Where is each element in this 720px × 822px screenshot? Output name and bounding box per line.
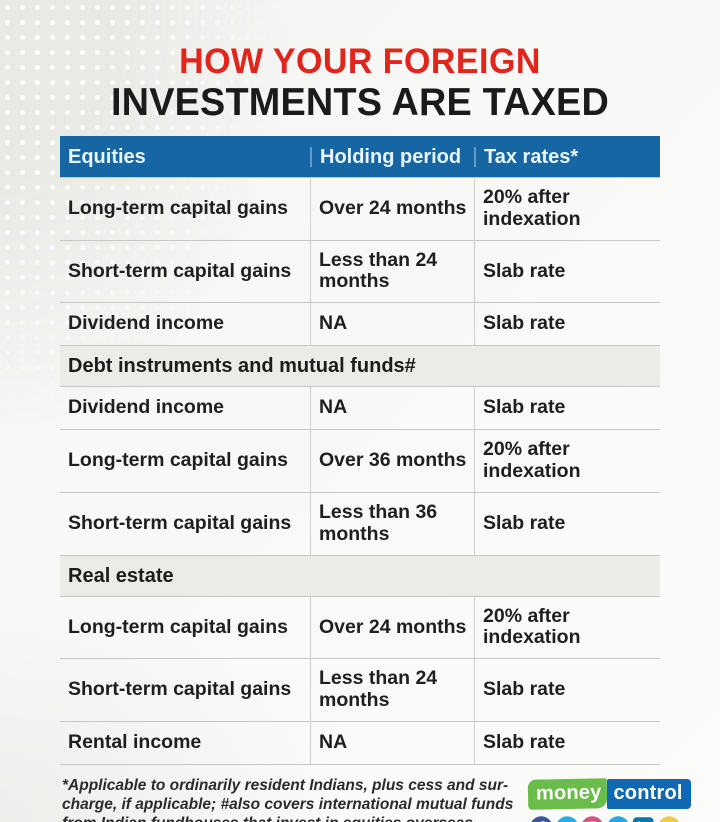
row-period: NA: [310, 387, 474, 430]
koo-icon[interactable]: [658, 816, 681, 822]
dot-pattern-decoration: [0, 0, 310, 500]
section-header-real-estate: Real estate: [60, 554, 660, 596]
row-period: Over 24 months: [310, 596, 474, 659]
table-row: Long-term capital gains Over 36 months 2…: [60, 429, 660, 492]
background-wash-decoration: [0, 562, 400, 822]
row-item: Short-term capital gains: [68, 259, 292, 282]
facebook-icon[interactable]: [530, 816, 553, 822]
row-rate: Slab rate: [474, 659, 660, 721]
row-item: Long-term capital gains: [68, 196, 288, 219]
twitter-icon[interactable]: [556, 816, 579, 822]
social-icons-row: [528, 816, 680, 822]
row-period: NA: [310, 721, 474, 764]
row-period: Over 24 months: [310, 178, 474, 240]
row-item: Rental income: [68, 731, 202, 754]
logo-money-part: money: [527, 778, 608, 810]
row-item: Short-term capital gains: [68, 511, 292, 534]
linkedin-icon[interactable]: [632, 816, 655, 822]
telegram-icon[interactable]: [607, 816, 630, 822]
row-item: Dividend income: [68, 312, 225, 335]
tax-table: Equities Holding period Tax rates* Long-…: [60, 136, 660, 765]
row-rate: 20% after indexation: [474, 178, 660, 240]
column-header-tax-rates: Tax rates*: [474, 146, 660, 167]
table-row: Long-term capital gains Over 24 months 2…: [60, 177, 660, 240]
footnote: *Applicable to ordinarily resident India…: [62, 777, 522, 822]
table-row: Short-term capital gains Less than 24 mo…: [60, 658, 660, 721]
row-item: Dividend income: [68, 396, 225, 419]
row-rate: Slab rate: [474, 240, 660, 303]
row-rate: Slab rate: [474, 492, 660, 555]
footnote-line: *Applicable to ordinarily resident India…: [62, 776, 509, 794]
row-rate: Slab rate: [474, 387, 660, 430]
instagram-icon[interactable]: [581, 816, 604, 822]
column-header-equities: Equities: [68, 145, 146, 168]
row-item: Long-term capital gains: [68, 449, 288, 472]
footer: *Applicable to ordinarily resident India…: [62, 777, 691, 822]
footnote-line: from Indian fundhouses that invest in eq…: [62, 815, 522, 822]
column-header-holding-period: Holding period: [310, 146, 474, 167]
table-row: Short-term capital gains Less than 24 mo…: [60, 239, 660, 303]
logo-control-part: control: [607, 778, 691, 809]
row-item: Long-term capital gains: [68, 615, 288, 638]
table-row: Dividend income NA Slab rate: [60, 302, 660, 346]
table-header-row: Equities Holding period Tax rates*: [60, 136, 660, 177]
row-rate: Slab rate: [474, 721, 660, 764]
table-row: Dividend income NA Slab rate: [60, 386, 660, 430]
footnote-line: charge, if applicable; #also covers inte…: [62, 795, 514, 813]
row-period: Over 36 months: [310, 430, 474, 492]
title-line-red: HOW YOUR FOREIGN: [179, 42, 541, 81]
row-period: NA: [310, 303, 474, 346]
section-header-debt-instruments: Debt instruments and mutual funds#: [60, 345, 660, 387]
moneycontrol-logo[interactable]: money control: [527, 778, 691, 810]
table-row: Long-term capital gains Over 24 months 2…: [60, 595, 660, 659]
row-period: Less than 24 months: [310, 240, 474, 303]
title-line-black: INVESTMENTS ARE TAXED: [110, 81, 610, 124]
row-rate: Slab rate: [474, 303, 660, 346]
row-period: Less than 24 months: [310, 659, 474, 721]
row-period: Less than 36 months: [310, 492, 474, 555]
row-item: Short-term capital gains: [68, 678, 292, 701]
table-row: Short-term capital gains Less than 36 mo…: [60, 491, 660, 555]
brand-block: money control: [527, 777, 691, 822]
row-rate: 20% after indexation: [474, 596, 660, 659]
table-row: Rental income NA Slab rate: [60, 720, 660, 764]
page-title: HOW YOUR FOREIGN INVESTMENTS ARE TAXED: [0, 0, 720, 122]
row-rate: 20% after indexation: [474, 430, 660, 492]
